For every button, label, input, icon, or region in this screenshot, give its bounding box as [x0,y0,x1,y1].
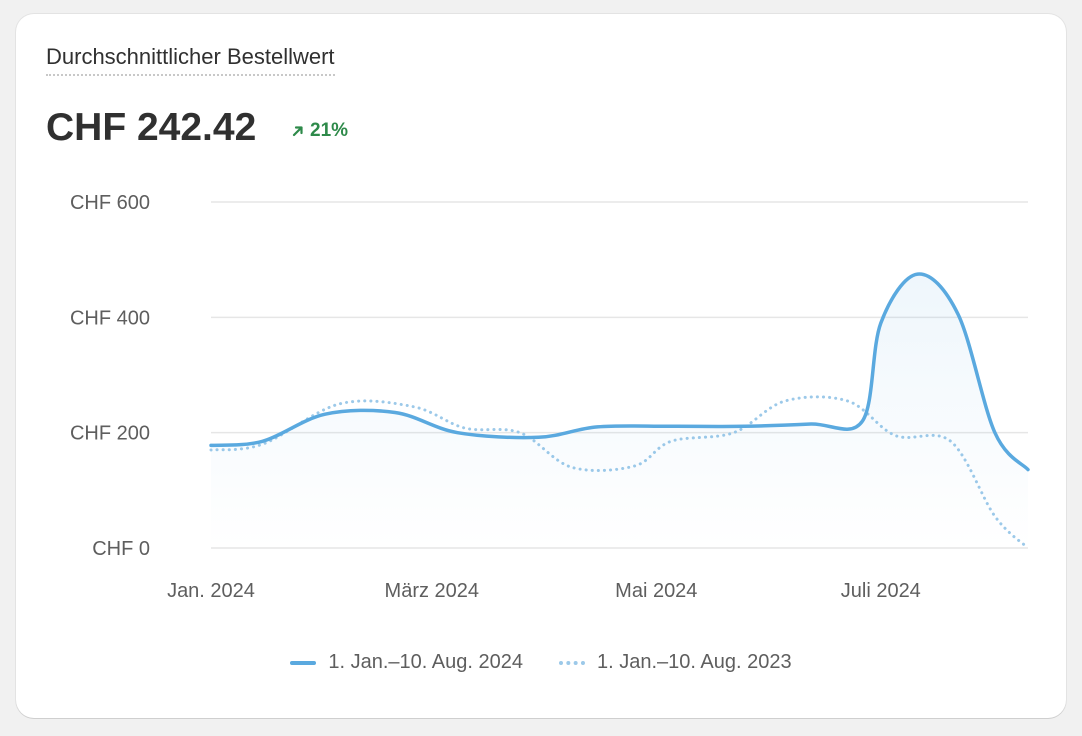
delta-value: 21% [310,120,349,141]
x-tick-label: Mai 2024 [615,580,697,602]
chart-legend: 1. Jan.–10. Aug. 2024 1. Jan.–10. Aug. 2… [16,651,1066,674]
x-tick-label: Juli 2024 [841,580,921,602]
y-tick-label: CHF 0 [92,538,150,560]
solid-line-swatch-icon [290,660,317,665]
card-title[interactable]: Durchschnittlicher Bestellwert [46,44,335,76]
average-order-value-card: Durchschnittlicher Bestellwert CHF 242.4… [16,14,1066,718]
line-chart: CHF 0 CHF 200 CHF 400 CHF 600 Jan. 2024 März… [70,192,1030,602]
legend-item-2023[interactable]: 1. Jan.–10. Aug. 2023 [559,651,792,674]
series-line-2024[interactable] [209,272,1030,472]
delta-badge: 21% [292,120,348,142]
metric-value: CHF 242.42 [46,106,257,149]
arrow-up-right-icon [292,126,303,137]
series-area-fill [211,273,1028,548]
x-axis-ticks: Jan. 2024 März 2024 Mai 2024 Juli 2024 [167,580,921,602]
series-lines[interactable] [209,272,1030,550]
x-tick-label: Jan. 2024 [167,580,255,602]
legend-label-2024: 1. Jan.–10. Aug. 2024 [328,651,523,673]
dotted-line-swatch-icon [559,660,585,665]
y-tick-label: CHF 400 [70,307,150,329]
x-tick-label: März 2024 [385,580,480,602]
y-tick-label: CHF 600 [70,192,150,214]
legend-item-2024[interactable]: 1. Jan.–10. Aug. 2024 [290,651,523,674]
y-tick-label: CHF 200 [70,423,150,445]
legend-label-2023: 1. Jan.–10. Aug. 2023 [597,651,792,673]
y-axis-ticks: CHF 0 CHF 200 CHF 400 CHF 600 [70,192,150,560]
